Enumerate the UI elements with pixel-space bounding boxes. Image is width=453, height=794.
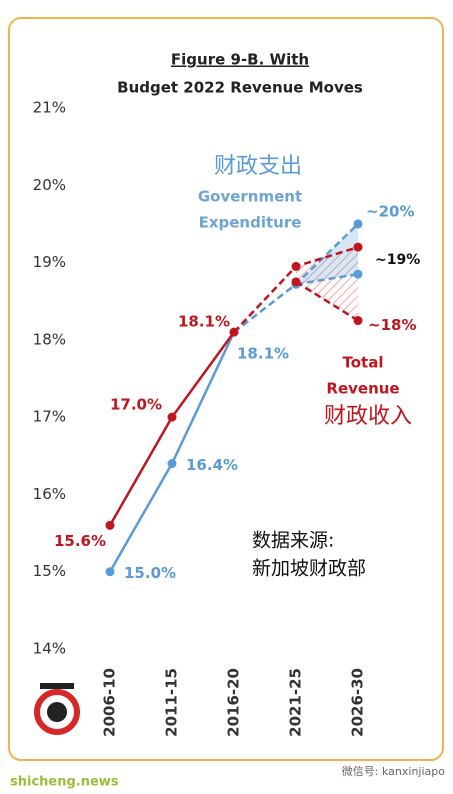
x-tick-label: 2021-25 bbox=[287, 668, 305, 737]
data-point bbox=[353, 269, 363, 279]
x-tick-label: 2006-10 bbox=[101, 668, 119, 737]
source-note: 新加坡财政部 bbox=[252, 558, 366, 580]
data-label: ~20% bbox=[366, 202, 414, 220]
data-point bbox=[167, 412, 177, 422]
data-label: 18.1% bbox=[237, 345, 289, 363]
y-tick-label: 15% bbox=[33, 562, 66, 580]
chart-title: Budget 2022 Revenue Moves bbox=[117, 79, 363, 97]
annotation: Government bbox=[198, 188, 302, 206]
data-point bbox=[105, 520, 115, 530]
data-label: 15.0% bbox=[124, 564, 176, 582]
data-point bbox=[291, 277, 301, 287]
x-tick-label: 2011-15 bbox=[163, 668, 181, 737]
data-point bbox=[353, 242, 363, 252]
data-label: 18.1% bbox=[178, 313, 230, 331]
watermark: shicheng.news bbox=[10, 775, 119, 790]
y-tick-label: 21% bbox=[33, 99, 66, 117]
data-label: ~18% bbox=[368, 316, 416, 334]
data-label: 15.6% bbox=[54, 532, 106, 550]
data-point bbox=[167, 459, 177, 469]
data-label: 16.4% bbox=[186, 456, 238, 474]
data-point bbox=[291, 261, 301, 271]
y-tick-label: 14% bbox=[33, 640, 66, 658]
projection-range bbox=[296, 247, 358, 321]
series-line bbox=[295, 280, 359, 322]
annotation: 财政收入 bbox=[324, 404, 412, 429]
source-note: 数据来源: bbox=[252, 530, 334, 552]
annotation: Total bbox=[343, 354, 384, 372]
chart-frame bbox=[8, 17, 444, 761]
annotation: ~19% bbox=[375, 252, 420, 268]
data-point bbox=[105, 567, 115, 577]
x-tick-label: 2016-20 bbox=[225, 668, 243, 737]
y-tick-label: 17% bbox=[33, 408, 66, 426]
logo bbox=[34, 683, 80, 735]
data-point bbox=[353, 219, 363, 229]
data-point bbox=[353, 316, 363, 326]
y-tick-label: 18% bbox=[33, 330, 66, 348]
y-tick-label: 19% bbox=[33, 253, 66, 271]
annotation: Revenue bbox=[326, 380, 399, 398]
data-label: 17.0% bbox=[110, 396, 162, 414]
data-point bbox=[229, 327, 239, 337]
y-tick-label: 20% bbox=[33, 176, 66, 194]
y-tick-label: 16% bbox=[33, 485, 66, 503]
x-tick-label: 2026-30 bbox=[349, 668, 367, 737]
annotation: 财政支出 bbox=[214, 154, 302, 179]
annotation: Expenditure bbox=[199, 214, 302, 232]
watermark: 微信号: kanxinjiapo bbox=[342, 764, 445, 778]
chart-title: Figure 9-B. With bbox=[171, 51, 309, 69]
